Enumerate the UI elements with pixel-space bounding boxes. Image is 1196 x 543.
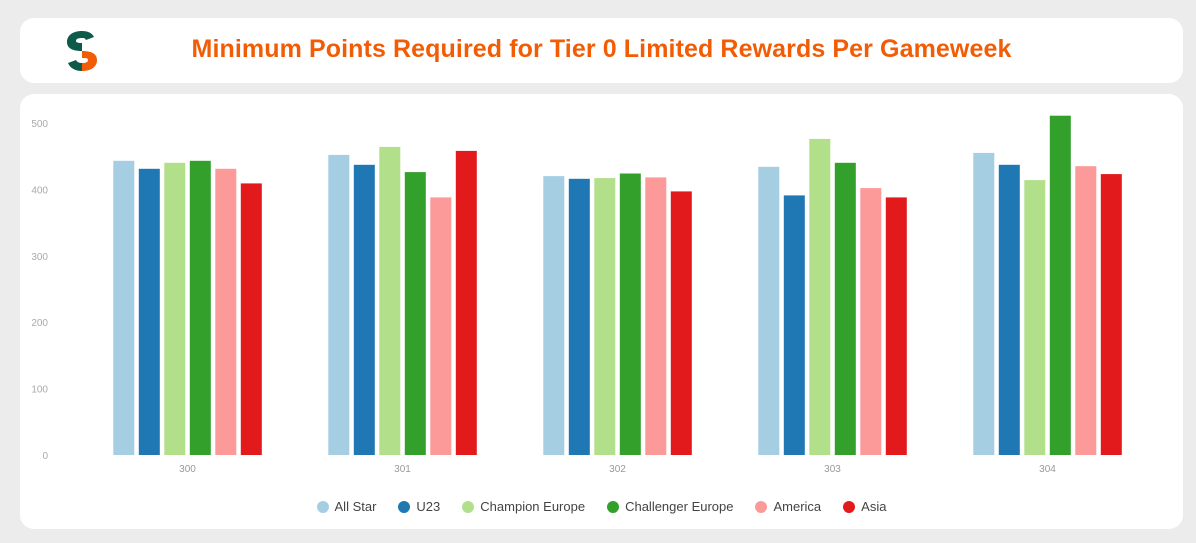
chart-panel: 0 100 200 300 400 500 300 301 302 303 304 All Star… <box>20 94 1183 529</box>
legend-item[interactable]: All Star <box>316 499 377 514</box>
bar-chart: 0 100 200 300 400 500 300 301 302 303 304 <box>31 115 1122 475</box>
y-tick-label: 0 <box>42 451 48 462</box>
y-tick-label: 200 <box>31 318 48 329</box>
bar <box>379 146 401 455</box>
bar <box>973 152 995 455</box>
legend-label: Champion Europe <box>480 499 586 514</box>
bar <box>809 138 831 455</box>
chart-legend: All Star U23 Champion Europe Challenger Eur… <box>20 499 1183 514</box>
legend-swatch <box>755 500 768 513</box>
bar <box>1024 180 1046 455</box>
bar <box>328 154 350 455</box>
bar <box>619 173 641 455</box>
bar <box>998 164 1020 456</box>
bar <box>885 197 907 455</box>
bar <box>758 166 780 456</box>
legend-swatch <box>843 500 856 513</box>
bar <box>1049 115 1071 455</box>
header-card: Minimum Points Required for Tier 0 Limit… <box>20 18 1183 83</box>
bar <box>594 178 616 455</box>
y-tick-label: 100 <box>31 385 48 396</box>
legend-item[interactable]: Champion Europe <box>462 499 585 514</box>
x-tick-label: 303 <box>824 464 841 475</box>
legend-label: America <box>773 499 822 514</box>
bar <box>568 178 590 456</box>
legend-item[interactable]: Asia <box>843 499 886 514</box>
legend-label: U23 <box>416 499 441 514</box>
y-tick-label: 300 <box>31 252 48 263</box>
x-tick-label: 301 <box>394 464 411 475</box>
y-tick-label: 500 <box>31 119 48 130</box>
bar <box>860 188 882 455</box>
bar <box>430 197 452 455</box>
bar <box>455 150 477 455</box>
legend-swatch <box>316 500 329 513</box>
bar <box>1100 174 1122 455</box>
legend-swatch <box>398 500 411 513</box>
legend-swatch <box>462 500 475 513</box>
bar <box>353 164 375 456</box>
legend-item[interactable]: U23 <box>398 499 440 514</box>
legend-item[interactable]: Challenger Europe <box>607 499 733 514</box>
x-tick-label: 304 <box>1039 464 1056 475</box>
bar <box>834 162 856 456</box>
legend-swatch <box>607 500 620 513</box>
legend-item[interactable]: America <box>755 499 821 514</box>
bar <box>543 176 565 455</box>
chart-title: Minimum Points Required for Tier 0 Limit… <box>191 35 1012 63</box>
bar <box>113 160 135 456</box>
bar <box>189 160 211 456</box>
legend-label: Challenger Europe <box>625 499 734 514</box>
bar <box>215 168 237 456</box>
bar <box>138 168 160 456</box>
bar <box>783 195 805 455</box>
bar <box>240 183 262 455</box>
x-tick-label: 300 <box>179 464 196 475</box>
bar <box>645 177 667 455</box>
bar <box>670 191 692 455</box>
bar <box>164 162 186 456</box>
legend-label: All Star <box>334 499 377 514</box>
y-tick-label: 400 <box>31 185 48 196</box>
x-tick-label: 302 <box>609 464 626 475</box>
bar <box>404 172 426 455</box>
bar <box>1075 166 1097 455</box>
legend-label: Asia <box>861 499 887 514</box>
brand-logo-icon <box>67 31 97 71</box>
